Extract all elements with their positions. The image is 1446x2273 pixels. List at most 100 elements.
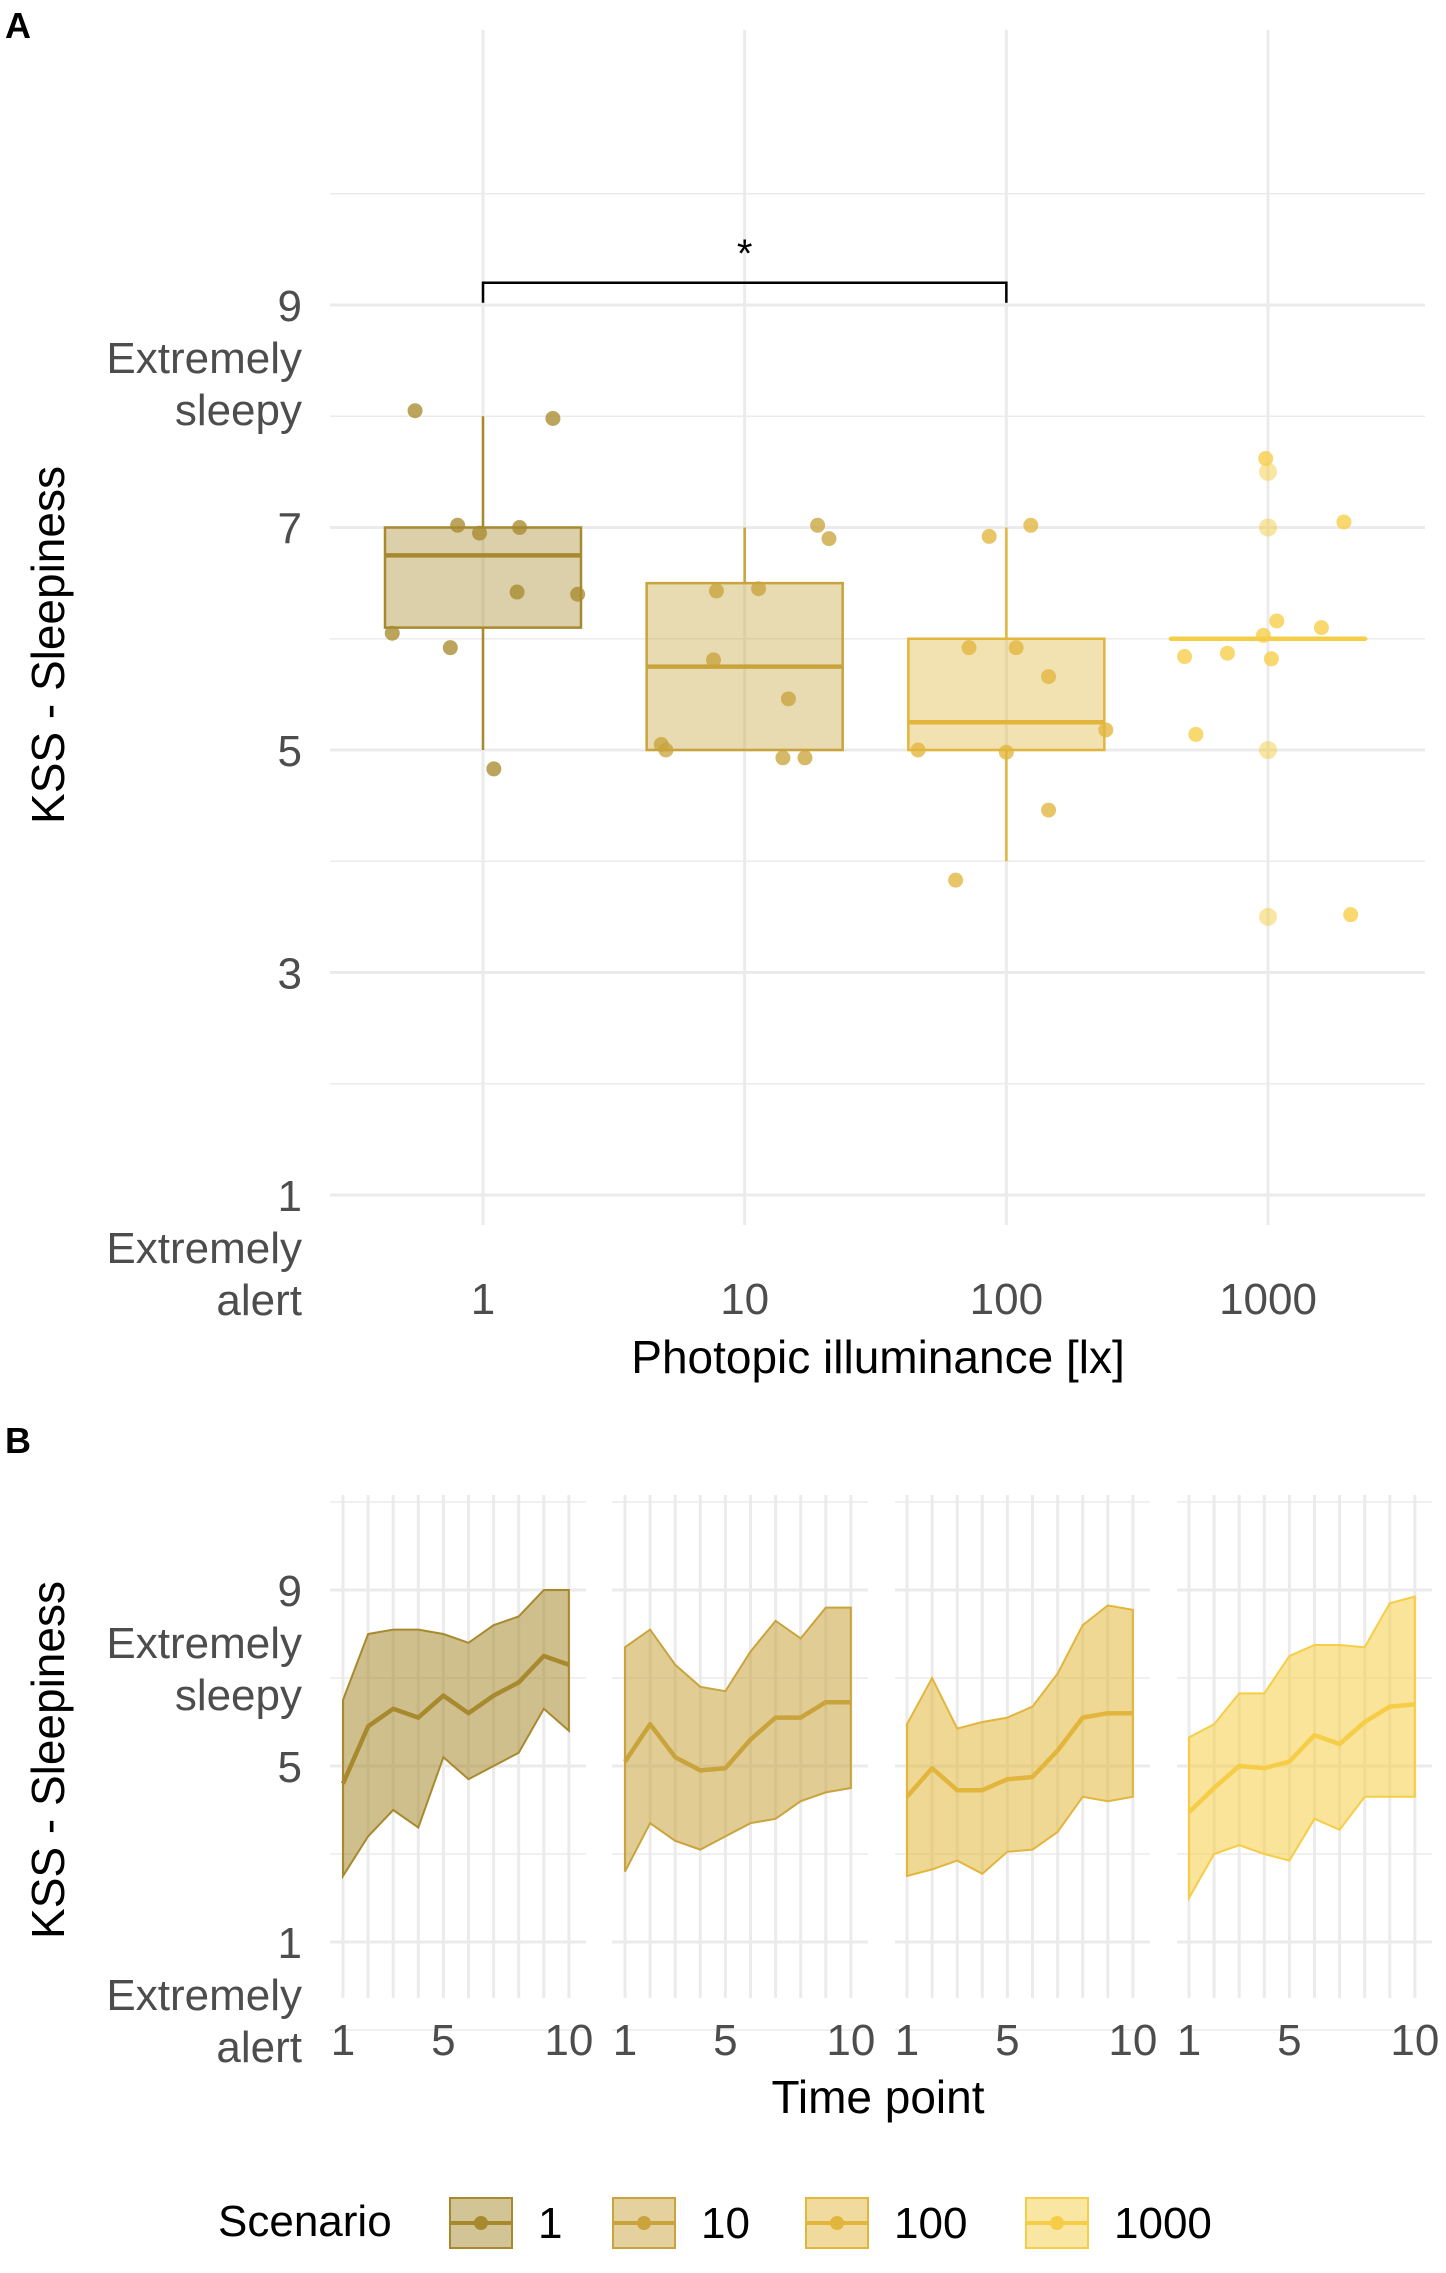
- data-point: [545, 410, 561, 426]
- x-tick-label: 1: [613, 2016, 637, 2065]
- x-tick-label: 1: [471, 1275, 495, 1324]
- data-point: [1098, 722, 1114, 738]
- x-tick-label: 1: [895, 2016, 919, 2065]
- legend-item-10: 10: [612, 2197, 750, 2249]
- data-point: [708, 583, 724, 599]
- data-point: [486, 761, 502, 777]
- y-tick-label: 1: [278, 1919, 302, 1968]
- y-tick-label: 3: [278, 950, 302, 999]
- outlier-point: [1259, 462, 1278, 481]
- data-point: [407, 403, 423, 419]
- panel-a-boxes: [383, 416, 1368, 926]
- panel-a-points: [384, 403, 1359, 923]
- legend-label: 1000: [1114, 2199, 1212, 2248]
- data-point: [1219, 645, 1235, 661]
- data-point: [751, 581, 767, 597]
- data-point: [1255, 627, 1271, 643]
- data-point: [780, 691, 796, 707]
- y-tick-label: 7: [278, 505, 302, 554]
- facet-1000: 1 5 10: [1177, 1495, 1439, 2065]
- x-tick-label: 100: [970, 1275, 1043, 1324]
- box-body: [383, 526, 583, 629]
- x-tick-label: 5: [995, 2016, 1019, 2065]
- legend-item-100: 100: [805, 2197, 967, 2249]
- facet-100: 1 5 10: [895, 1495, 1157, 2065]
- data-point: [821, 531, 837, 547]
- y-tick-label: Extremely: [106, 1619, 302, 1668]
- y-tick-label: 9: [278, 1567, 302, 1616]
- y-tick-label: 5: [278, 1743, 302, 1792]
- data-point: [442, 640, 458, 656]
- outlier-point: [1259, 907, 1278, 926]
- legend-item-1000: 1000: [1025, 2197, 1212, 2249]
- x-tick-label: 10: [1390, 2016, 1439, 2065]
- data-point: [1313, 620, 1329, 636]
- x-tick-label: 1000: [1219, 1275, 1317, 1324]
- data-point: [1343, 907, 1359, 923]
- mean-line: [623, 1699, 851, 1773]
- data-point: [1188, 726, 1204, 742]
- data-point: [1023, 517, 1039, 533]
- data-point: [810, 517, 826, 533]
- panel-b: B 1 5 10 1 5 10 1 5 10 1 5 10 9Extremelysleepy51Ext…: [5, 1420, 1439, 2123]
- data-point: [1258, 451, 1274, 467]
- legend-item-1: 1: [449, 2197, 562, 2249]
- data-point: [570, 586, 586, 602]
- box-1: [383, 416, 583, 750]
- data-point: [658, 742, 674, 758]
- x-tick-label: 1: [331, 2016, 355, 2065]
- y-tick-label: Extremely: [106, 1224, 302, 1273]
- legend-items: 1 10 100 1000: [449, 2197, 1212, 2249]
- x-tick-label: 10: [544, 2016, 593, 2065]
- x-tick-label: 1: [1177, 2016, 1201, 2065]
- y-tick-label: 1: [278, 1172, 302, 1221]
- panel-b-facets: 1 5 10 1 5 10 1 5 10 1 5 10: [330, 1495, 1439, 2065]
- data-point: [384, 625, 400, 641]
- facet-1: 1 5 10: [330, 1495, 593, 2065]
- y-tick-label: 5: [278, 727, 302, 776]
- data-point: [450, 517, 466, 533]
- significance-bracket-line: [481, 281, 1008, 303]
- panel-b-y-axis-title: KSS - Sleepiness: [22, 1581, 74, 1939]
- panel-b-x-axis-title: Time point: [771, 2071, 984, 2123]
- confidence-ribbon: [624, 1606, 852, 1873]
- legend-label: 100: [894, 2199, 967, 2248]
- y-tick-label: sleepy: [175, 1671, 302, 1720]
- mean-line: [340, 1653, 570, 1785]
- y-tick-label: Extremely: [106, 334, 302, 383]
- data-point: [1269, 613, 1285, 629]
- legend-swatch-point: [637, 2216, 651, 2230]
- data-point: [797, 750, 813, 766]
- x-tick-label: 10: [826, 2016, 875, 2065]
- box-10: [645, 527, 844, 752]
- data-point: [509, 584, 525, 600]
- x-tick-label: 5: [713, 2016, 737, 2065]
- legend-label: 10: [701, 2199, 750, 2248]
- x-tick-label: 10: [720, 1275, 769, 1324]
- outlier-point: [1259, 741, 1278, 759]
- data-point: [1263, 651, 1279, 667]
- outlier-point: [1259, 518, 1278, 537]
- box-body: [907, 637, 1106, 752]
- legend: Scenario 1 10 100 1000: [218, 2197, 1212, 2249]
- panel-a-letter: A: [5, 5, 31, 46]
- mean-line: [905, 1710, 1133, 1799]
- data-point: [1008, 640, 1024, 656]
- panel-a-y-axis-title: KSS - Sleepiness: [22, 466, 74, 824]
- data-point: [1041, 802, 1057, 818]
- y-tick-label: 9: [278, 282, 302, 331]
- x-tick-label: 5: [1277, 2016, 1301, 2065]
- x-tick-label: 5: [431, 2016, 455, 2065]
- panel-b-letter: B: [5, 1420, 31, 1461]
- data-point: [512, 520, 528, 535]
- mean-line: [1187, 1702, 1416, 1814]
- data-point: [1336, 514, 1352, 530]
- data-point: [981, 528, 997, 544]
- confidence-ribbon: [342, 1589, 570, 1880]
- data-point: [998, 744, 1014, 760]
- legend-label: 1: [538, 2199, 562, 2248]
- data-point: [910, 742, 926, 758]
- significance-star: *: [737, 232, 753, 276]
